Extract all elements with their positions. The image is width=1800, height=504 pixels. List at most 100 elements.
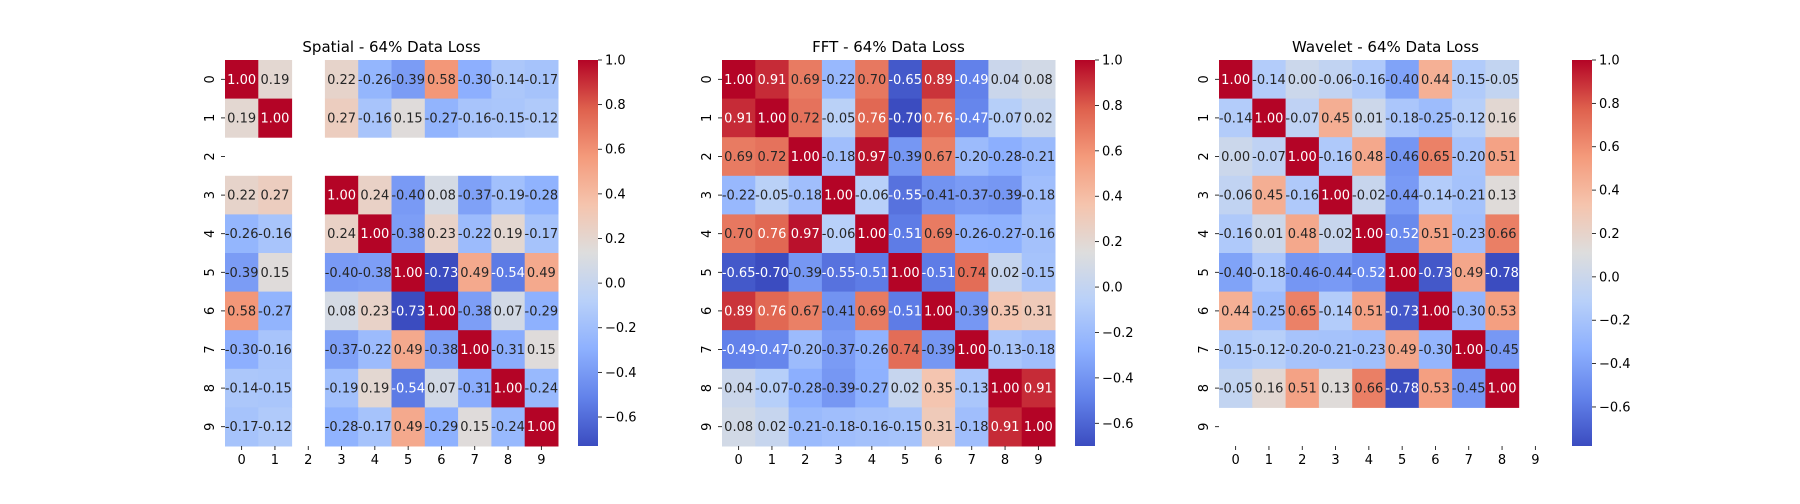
- cell-value-label: 0.16: [1254, 382, 1283, 397]
- cell-value-label: -0.40: [1385, 73, 1419, 88]
- heatmap-cell: [358, 98, 392, 138]
- cell-value-label: -0.15: [1022, 266, 1056, 281]
- cell-value-label: 0.76: [757, 304, 786, 319]
- y-tick-label: 9: [700, 423, 715, 431]
- heatmap-cell: [855, 407, 889, 447]
- heatmap-cell: [1452, 330, 1486, 370]
- heatmap-cell: [1285, 214, 1320, 254]
- cell-value-label: -0.18: [1385, 111, 1419, 126]
- cell-value-label: 0.27: [260, 189, 289, 204]
- cell-value-label: 0.19: [360, 382, 389, 397]
- colorbar-tick-label: −0.4: [605, 366, 637, 381]
- heatmap-cell: [821, 60, 856, 100]
- cell-value-label: 0.66: [1488, 227, 1517, 242]
- cell-value-label: 0.65: [1288, 304, 1317, 319]
- heatmap-cell: [722, 137, 756, 177]
- heatmap-cell: [258, 368, 293, 408]
- cell-value-label: -0.20: [788, 343, 822, 358]
- heatmap-cell: [1252, 175, 1287, 215]
- heatmap-cell: [1418, 60, 1453, 100]
- cell-value-label: -0.20: [955, 150, 989, 165]
- x-tick-label: 5: [1398, 453, 1406, 468]
- colorbar-tick-label: 0.0: [1599, 270, 1620, 285]
- heatmap-cell: [988, 368, 1023, 408]
- heatmap-cell: [1418, 214, 1453, 254]
- heatmap-cell: [1021, 98, 1056, 138]
- cell-value-label: -0.40: [391, 189, 425, 204]
- cell-value-label: 1.00: [1254, 111, 1283, 126]
- heatmap-cell: [1219, 368, 1253, 408]
- cell-value-label: -0.38: [458, 304, 492, 319]
- y-tick-label: 6: [1197, 307, 1212, 315]
- cell-value-label: -0.26: [955, 227, 989, 242]
- cell-value-label: -0.45: [1485, 343, 1519, 358]
- heatmap-cell: [955, 60, 989, 100]
- heatmap-cell: [424, 330, 459, 370]
- y-tick-label: 4: [1197, 230, 1212, 238]
- colorbar-tick-label: −0.6: [1102, 417, 1134, 432]
- heatmap-cell: [988, 214, 1023, 254]
- x-tick-label: 3: [1331, 453, 1339, 468]
- cell-value-label: 0.44: [1221, 304, 1250, 319]
- heatmap-cell: [225, 98, 259, 138]
- x-tick-label: 1: [1265, 453, 1273, 468]
- heatmap-cell: [1452, 60, 1486, 100]
- heatmap-cell: [1219, 137, 1253, 177]
- cell-value-label: -0.17: [525, 73, 559, 88]
- cell-value-label: -0.73: [1419, 266, 1453, 281]
- cell-value-label: -0.73: [1385, 304, 1419, 319]
- heatmap-cell: [1418, 253, 1453, 293]
- colorbar-tick-label: −0.6: [1599, 400, 1631, 415]
- y-tick-label: 0: [1197, 75, 1212, 83]
- heatmap-cell: [921, 330, 956, 370]
- cell-value-label: 0.69: [791, 73, 820, 88]
- heatmap-cell: [1252, 291, 1287, 331]
- heatmap-cell: [955, 253, 989, 293]
- heatmap-cell: [821, 407, 856, 447]
- cell-value-label: 0.02: [1024, 111, 1053, 126]
- heatmap-cell: [821, 175, 856, 215]
- x-tick-label: 9: [537, 453, 545, 468]
- y-tick-label: 2: [203, 152, 218, 160]
- heatmap-cell: [1452, 253, 1486, 293]
- cell-value-label: -0.05: [755, 189, 789, 204]
- cell-value-label: -0.70: [755, 266, 789, 281]
- colorbar-tick-label: −0.2: [1102, 326, 1134, 341]
- cell-value-label: 0.35: [991, 304, 1020, 319]
- heatmap-cell: [1485, 137, 1520, 177]
- heatmap-cell: [258, 175, 293, 215]
- heatmap-cell: [788, 253, 823, 293]
- heatmap-cell: [225, 214, 259, 254]
- heatmap-cell: [921, 214, 956, 254]
- cell-value-label: -0.27: [855, 382, 889, 397]
- cell-value-label: 0.23: [360, 304, 389, 319]
- cell-value-label: -0.07: [755, 382, 789, 397]
- cell-value-label: -0.07: [1252, 150, 1286, 165]
- cell-value-label: -0.39: [888, 150, 922, 165]
- heatmap-cell: [424, 291, 459, 331]
- cell-value-label: 1.00: [1388, 266, 1417, 281]
- heatmap-cell: [1418, 291, 1453, 331]
- heatmap-cell: [821, 214, 856, 254]
- cell-value-label: 1.00: [1354, 227, 1383, 242]
- cell-value-label: 0.15: [527, 343, 556, 358]
- x-tick-label: 0: [1232, 453, 1240, 468]
- cell-value-label: 0.07: [494, 304, 523, 319]
- heatmap-cell: [1285, 253, 1320, 293]
- heatmap-cell: [1452, 175, 1486, 215]
- cell-value-label: -0.18: [1022, 189, 1056, 204]
- heatmap-cell: [324, 214, 359, 254]
- cell-value-label: -0.28: [325, 420, 359, 435]
- cell-value-label: -0.28: [988, 150, 1022, 165]
- y-tick-label: 2: [1197, 152, 1212, 160]
- cell-value-label: -0.27: [988, 227, 1022, 242]
- colorbar-tick-label: 0.2: [605, 232, 626, 247]
- heatmap-cell: [225, 175, 259, 215]
- x-tick-label: 4: [371, 453, 379, 468]
- y-tick-label: 7: [1197, 345, 1212, 353]
- heatmap-cell: [921, 253, 956, 293]
- cell-value-label: -0.39: [955, 304, 989, 319]
- y-tick-label: 9: [203, 423, 218, 431]
- heatmap-cell: [955, 214, 989, 254]
